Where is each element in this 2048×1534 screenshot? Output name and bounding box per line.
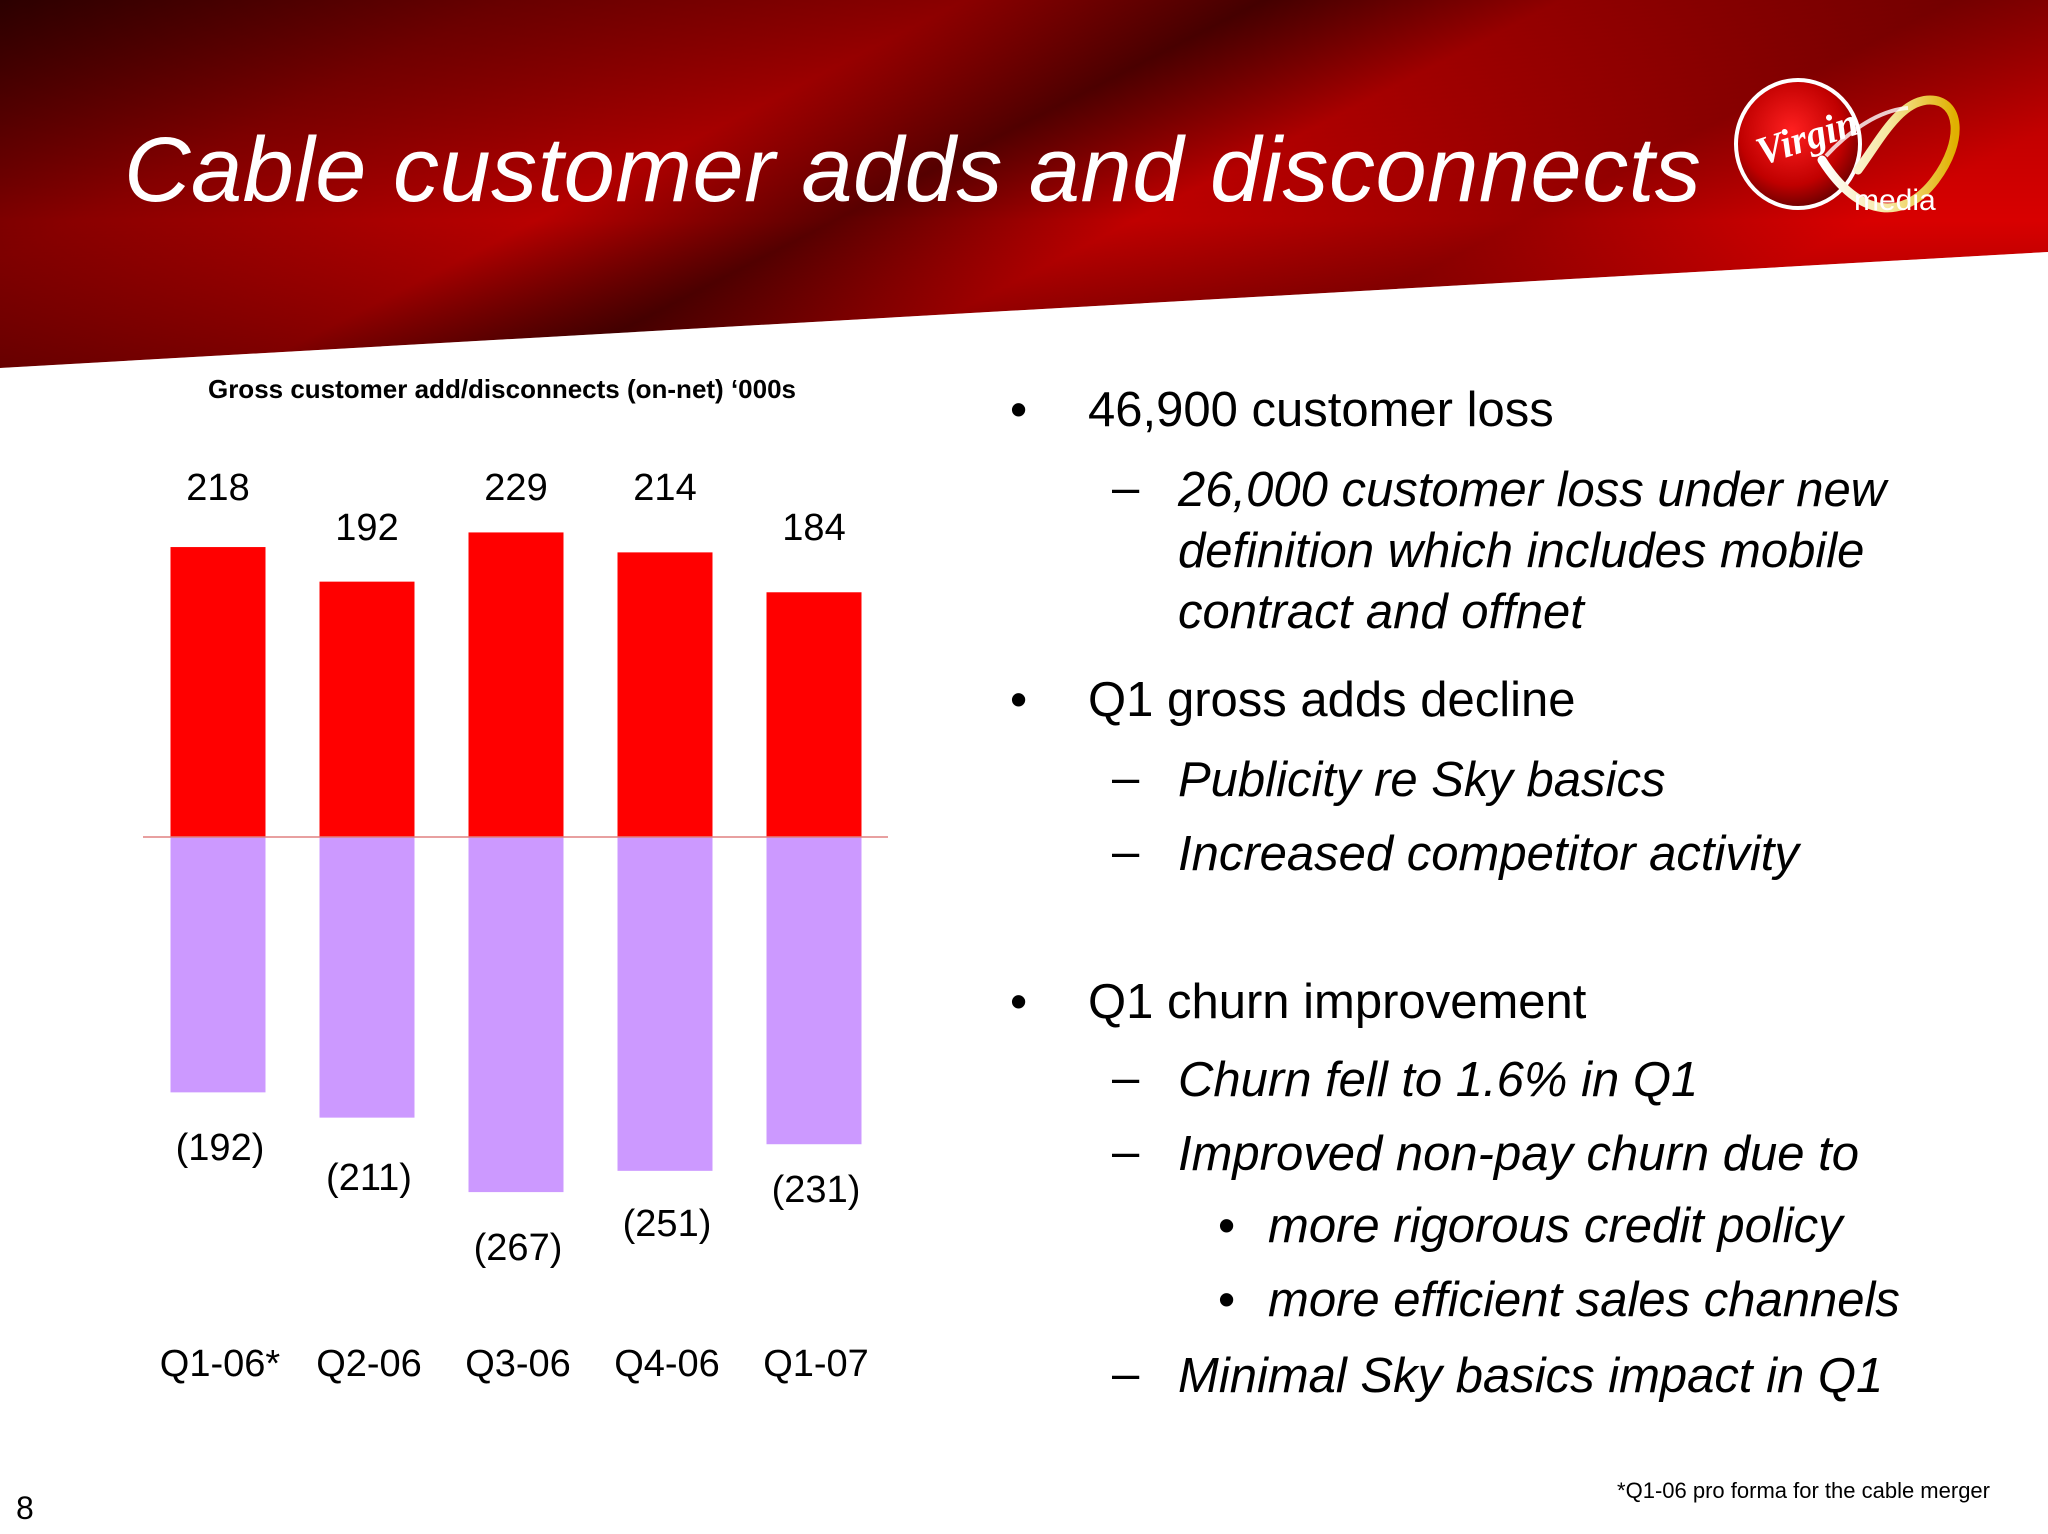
adds-bar bbox=[319, 581, 415, 837]
bullet-text: Q1 gross adds decline bbox=[1088, 673, 1576, 727]
adds-disconnects-chart: Gross customer add/disconnects (on-net) … bbox=[143, 374, 888, 1385]
disconnects-bar bbox=[766, 837, 862, 1145]
dash-marker: – bbox=[1112, 461, 1140, 515]
adds-value-label: 229 bbox=[484, 467, 547, 509]
sub-bullet-line: 26,000 customer loss under new bbox=[1178, 463, 1887, 517]
disconnects-value-label: (267) bbox=[474, 1227, 563, 1269]
category-label: Q1-06* bbox=[160, 1343, 281, 1385]
footnote: *Q1-06 pro forma for the cable merger bbox=[1617, 1478, 1990, 1503]
disconnects-value-label: (231) bbox=[772, 1169, 861, 1211]
page-number: 8 bbox=[16, 1490, 34, 1526]
chart-title: Gross customer add/disconnects (on-net) … bbox=[208, 374, 796, 404]
category-label: Q3-06 bbox=[465, 1343, 571, 1385]
logo-subtext: media bbox=[1854, 184, 1936, 217]
bullet-text: Q1 churn improvement bbox=[1088, 975, 1587, 1029]
disconnects-bar bbox=[319, 837, 415, 1118]
adds-value-label: 184 bbox=[782, 507, 845, 549]
sub-sub-bullet-text: more rigorous credit policy bbox=[1268, 1199, 1843, 1253]
category-label: Q4-06 bbox=[614, 1343, 720, 1385]
sub-bullet-line: definition which includes mobile bbox=[1178, 524, 1865, 578]
disconnects-value-label: (192) bbox=[176, 1127, 265, 1169]
sub-bullet-text: Improved non-pay churn due to bbox=[1178, 1127, 1859, 1181]
sub-bullet-text: 26,000 customer loss under new definitio… bbox=[1178, 460, 1886, 643]
bullet-marker: • bbox=[1010, 673, 1028, 727]
adds-value-label: 214 bbox=[633, 467, 696, 509]
adds-bar bbox=[468, 532, 564, 837]
category-label: Q2-06 bbox=[316, 1343, 422, 1385]
sub-bullet-text: Publicity re Sky basics bbox=[1178, 753, 1666, 807]
sub-bullet-text: Minimal Sky basics impact in Q1 bbox=[1178, 1349, 1884, 1403]
dash-marker: – bbox=[1112, 825, 1140, 879]
bullet-marker: • bbox=[1218, 1273, 1236, 1327]
adds-bar bbox=[617, 552, 713, 837]
adds-value-label: 218 bbox=[186, 467, 249, 509]
adds-value-label: 192 bbox=[335, 507, 398, 549]
category-label: Q1-07 bbox=[763, 1343, 869, 1385]
bullet-marker: • bbox=[1010, 975, 1028, 1029]
disconnects-value-label: (251) bbox=[623, 1203, 712, 1245]
adds-bar bbox=[170, 547, 266, 837]
adds-bar bbox=[766, 592, 862, 837]
dash-marker: – bbox=[1112, 1125, 1140, 1179]
sub-bullet-text: Increased competitor activity bbox=[1178, 827, 1799, 881]
bullet-marker: • bbox=[1010, 383, 1028, 437]
disconnects-bar bbox=[468, 837, 564, 1193]
sub-bullet-text: Churn fell to 1.6% in Q1 bbox=[1178, 1053, 1699, 1107]
dash-marker: – bbox=[1112, 1051, 1140, 1105]
header-banner bbox=[0, 0, 2048, 372]
disconnects-bar bbox=[617, 837, 713, 1171]
slide-title: Cable customer adds and disconnects bbox=[124, 119, 1702, 221]
bullet-marker: • bbox=[1218, 1199, 1236, 1253]
disconnects-value-label: (211) bbox=[326, 1157, 412, 1199]
dash-marker: – bbox=[1112, 1347, 1140, 1401]
sub-bullet-line: contract and offnet bbox=[1178, 585, 1584, 639]
disconnects-bar bbox=[170, 837, 266, 1093]
bullet-text: 46,900 customer loss bbox=[1088, 383, 1554, 437]
virgin-media-logo: Virgin media bbox=[1734, 78, 1960, 217]
dash-marker: – bbox=[1112, 751, 1140, 805]
sub-sub-bullet-text: more efficient sales channels bbox=[1268, 1273, 1900, 1327]
